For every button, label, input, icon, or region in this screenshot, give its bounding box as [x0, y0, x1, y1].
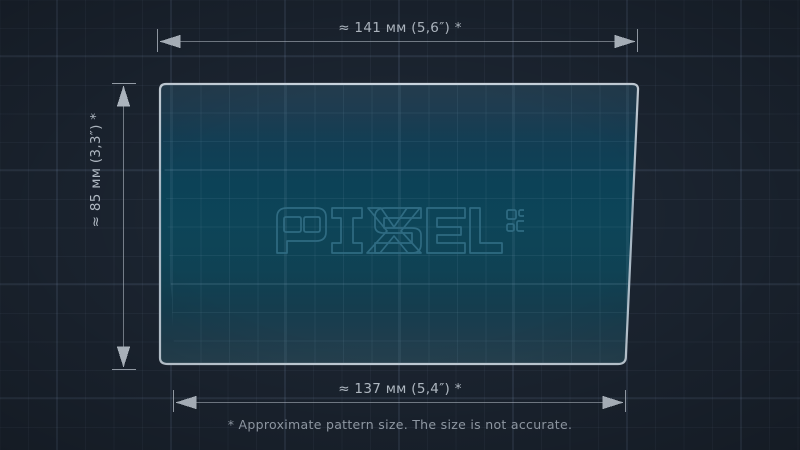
arrowhead-bottom-left	[116, 346, 131, 368]
dimension-line-left	[112, 83, 136, 370]
dimension-label-bottom: ≈ 137 мм (5,4″) *	[338, 381, 462, 397]
dimension-label-top: ≈ 141 мм (5,6″) *	[338, 20, 462, 36]
dimension-label-left: ≈ 85 мм (3,3″) *	[88, 112, 104, 228]
arrowhead-left-bottom	[175, 395, 197, 410]
arrowhead-top-left	[116, 85, 131, 107]
arrowhead-right-bottom	[602, 395, 624, 410]
device-panel	[152, 76, 646, 372]
arrowhead-right-top	[614, 34, 636, 49]
screen-surface	[158, 82, 640, 366]
arrowhead-left-top	[159, 34, 181, 49]
approximate-size-note: * Approximate pattern size. The size is …	[227, 417, 573, 432]
